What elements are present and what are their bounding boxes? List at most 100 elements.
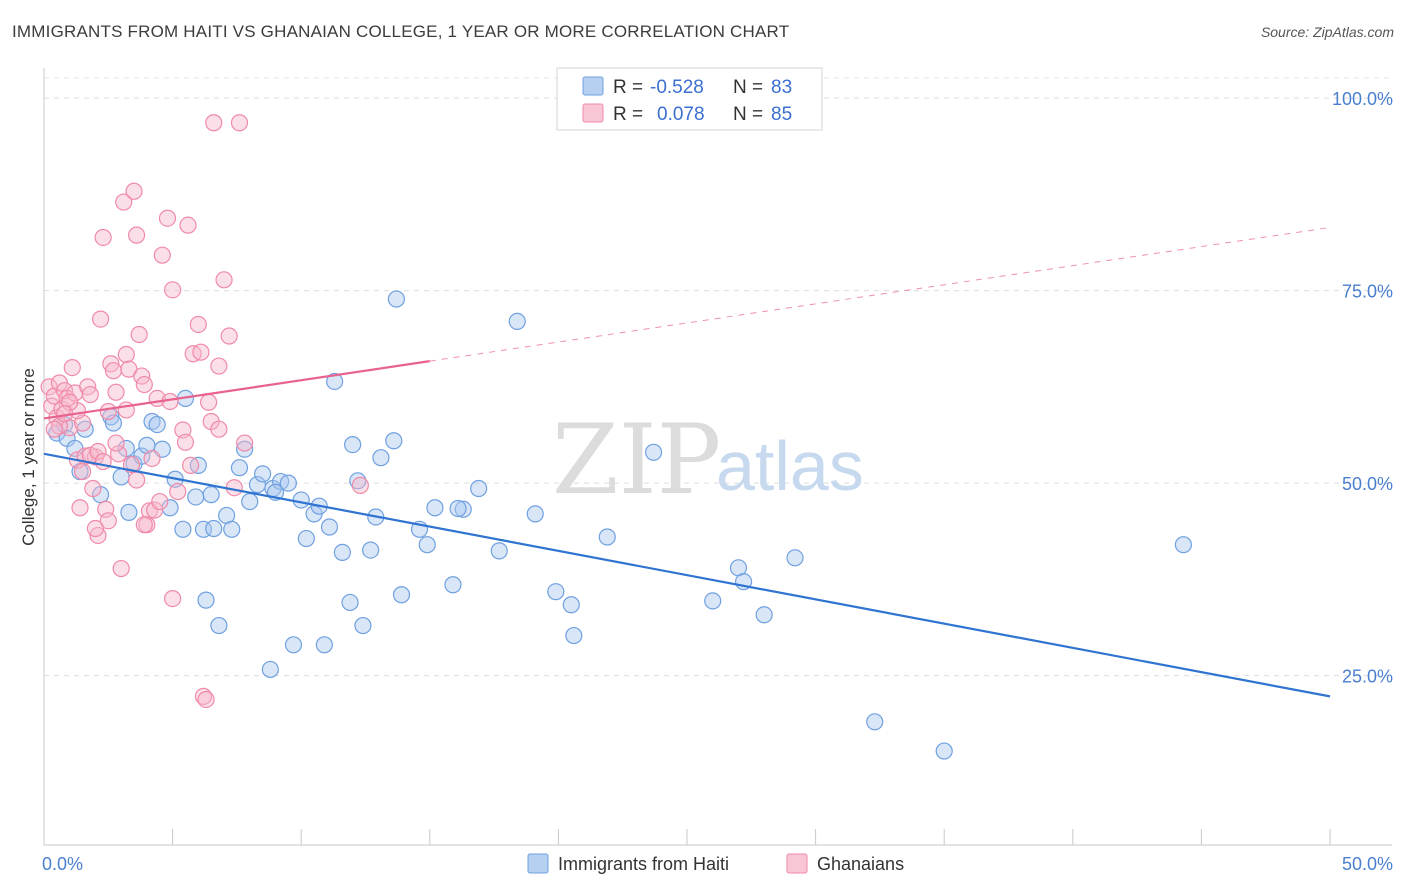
- ghana-point-80: [73, 462, 92, 481]
- ghana-point-70: [351, 476, 369, 495]
- haiti-point-57: [392, 586, 411, 604]
- ghana-point-53: [205, 114, 223, 132]
- ghana-trend-line-extension: [429, 226, 1331, 362]
- haiti-point-51: [354, 616, 372, 635]
- haiti-point-27: [210, 616, 228, 635]
- ghana-point-77: [99, 402, 117, 421]
- x-tick-label-0: 0.0%: [42, 854, 83, 874]
- ghana-point-42: [153, 246, 171, 264]
- ghana-point-72: [86, 519, 105, 538]
- legend-n-value-haiti: 83: [771, 77, 792, 98]
- haiti-point-64: [490, 542, 508, 560]
- ghana-point-35: [130, 325, 148, 344]
- ghana-point-81: [107, 434, 125, 452]
- ghana-point-66: [145, 501, 164, 519]
- haiti-point-41: [297, 529, 315, 548]
- watermark-zip: ZIP: [552, 404, 721, 516]
- ghana-point-26: [107, 383, 125, 401]
- haiti-point-52: [362, 541, 380, 559]
- legend-swatch-ghana: [582, 103, 604, 123]
- haiti-point-38: [279, 474, 297, 492]
- ghana-point-2: [45, 387, 63, 405]
- haiti-point-55: [385, 432, 403, 450]
- legend-r-label-haiti: R =: [613, 77, 643, 98]
- bottom-legend-swatch-haiti: [527, 853, 549, 874]
- haiti-point-31: [236, 440, 254, 458]
- ghana-point-50: [194, 687, 213, 705]
- ghana-point-19: [89, 526, 107, 545]
- watermark-atlas: atlas: [716, 427, 864, 505]
- ghana-point-25: [104, 362, 123, 380]
- haiti-point-77: [935, 742, 953, 760]
- haiti-point-63: [470, 479, 488, 498]
- legend-r-label-ghana: R =: [613, 104, 643, 125]
- y-tick-label-3: 100.0%: [1332, 89, 1393, 109]
- ghana-point-30: [117, 345, 135, 364]
- ghana-point-59: [236, 434, 254, 452]
- ghana-point-20: [91, 310, 110, 328]
- ghana-point-27: [109, 445, 128, 463]
- haiti-point-62: [454, 500, 472, 518]
- haiti-point-34: [254, 465, 272, 483]
- haiti-point-16: [148, 415, 166, 434]
- haiti-point-45: [320, 518, 339, 536]
- ghana-point-56: [220, 327, 238, 345]
- bottom-legend-label-haiti: Immigrants from Haiti: [558, 854, 729, 874]
- y-axis-label: College, 1 year or more: [19, 368, 38, 546]
- haiti-point-70: [644, 443, 663, 461]
- x-tick-labels: 0.0% 50.0%: [42, 854, 1393, 874]
- haiti-point-78: [1174, 536, 1192, 554]
- ghana-trend-line: [43, 360, 430, 420]
- haiti-point-75: [786, 549, 804, 567]
- ghana-point-17: [84, 479, 102, 498]
- haiti-point-69: [598, 528, 616, 546]
- haiti-point-76: [866, 713, 884, 731]
- ghana-point-54: [210, 357, 228, 375]
- ghana-point-16: [81, 385, 99, 404]
- legend-n-label-ghana: N =: [733, 104, 763, 125]
- ghana-point-78: [210, 420, 228, 438]
- ghana-point-24: [102, 355, 120, 373]
- grid-lines: [44, 77, 1392, 677]
- haiti-point-46: [326, 372, 344, 391]
- ghana-point-43: [158, 209, 177, 227]
- ghana-point-65: [127, 471, 146, 489]
- ghana-point-73: [182, 456, 200, 474]
- legend-n-label-haiti: N =: [733, 77, 763, 98]
- haiti-point-44: [315, 636, 333, 654]
- haiti-point-30: [230, 459, 249, 477]
- ghana-point-34: [127, 226, 146, 244]
- ghana-point-44: [164, 281, 182, 299]
- ghana-point-71: [135, 516, 153, 534]
- bottom-legend-swatch-ghana: [786, 853, 808, 874]
- haiti-point-65: [526, 505, 544, 523]
- legend-r-value-ghana: 0.078: [657, 104, 705, 125]
- y-tick-label-2: 75.0%: [1342, 282, 1393, 302]
- ghana-point-52: [200, 393, 218, 411]
- haiti-point-80: [449, 499, 467, 518]
- haiti-point-67: [562, 596, 580, 614]
- ghana-point-29: [115, 193, 133, 211]
- haiti-point-20: [174, 520, 192, 538]
- ghana-point-68: [176, 433, 195, 451]
- haiti-point-61: [444, 576, 462, 594]
- y-tick-label-0: 25.0%: [1342, 667, 1393, 687]
- ghana-point-49: [189, 315, 207, 334]
- data-points: [40, 114, 1192, 760]
- y-tick-labels: 25.0% 50.0% 75.0% 100.0%: [1332, 89, 1393, 687]
- ghana-point-47: [179, 216, 197, 234]
- y-tick-label-1: 50.0%: [1342, 474, 1393, 494]
- haiti-point-71: [704, 592, 722, 610]
- haiti-point-48: [341, 593, 359, 612]
- haiti-point-15: [143, 412, 161, 431]
- trend-lines: [43, 226, 1331, 698]
- ghana-point-9: [63, 359, 81, 377]
- haiti-point-68: [565, 626, 583, 645]
- watermark: ZIP atlas: [552, 404, 864, 516]
- ghana-point-28: [112, 559, 130, 578]
- ghana-point-58: [230, 114, 249, 132]
- ghana-point-37: [135, 375, 153, 394]
- ghana-point-45: [169, 482, 187, 501]
- haiti-point-56: [387, 290, 405, 308]
